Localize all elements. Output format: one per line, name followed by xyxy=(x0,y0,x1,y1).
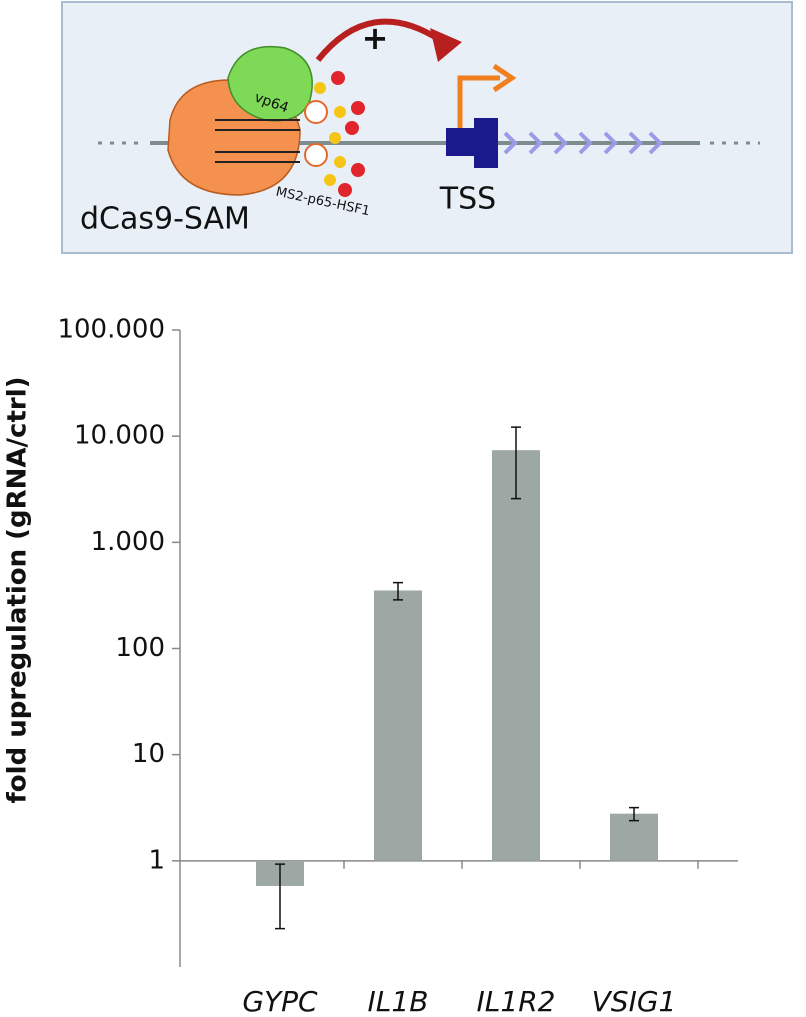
plus-label: + xyxy=(362,19,389,57)
tss-label: TSS xyxy=(439,182,496,217)
grna xyxy=(215,119,300,163)
hsf1 xyxy=(331,71,365,197)
bar xyxy=(492,450,540,861)
x-tick-label: IL1B xyxy=(368,985,429,1017)
arrow-head xyxy=(430,28,462,62)
bar xyxy=(374,590,422,861)
y-axis-title: fold upregulation (gRNA/ctrl) xyxy=(3,376,33,803)
error-bar xyxy=(629,806,639,822)
error-bar xyxy=(393,581,403,601)
y-tick-label: 10 xyxy=(132,739,165,769)
transcript xyxy=(503,131,663,155)
tss-box xyxy=(446,128,476,156)
dcas9-label: dCas9-SAM xyxy=(80,202,250,237)
tss-arrow-head xyxy=(492,63,517,93)
activation-arrow xyxy=(315,18,442,62)
ms2 xyxy=(304,143,328,167)
x-tick-label: GYPC xyxy=(242,985,318,1017)
y-tick-label: 100.000 xyxy=(57,315,165,345)
error-bar xyxy=(275,863,285,930)
y-tick-label: 100 xyxy=(115,633,165,663)
y-tick-label: 1 xyxy=(148,845,165,875)
x-tick-label: VSIG1 xyxy=(592,985,677,1017)
bar xyxy=(610,813,658,861)
p65 xyxy=(314,82,346,186)
y-tick-label: 1.000 xyxy=(91,527,165,557)
y-tick-label: 10.000 xyxy=(74,421,165,451)
error-bar xyxy=(511,426,521,500)
tss-box xyxy=(474,118,498,168)
tss-arrow xyxy=(457,75,500,128)
ms2 xyxy=(304,100,328,124)
diagram: + vp64 MS2-p65-HSF1 TSS dCas9-SAM xyxy=(61,1,793,254)
x-tick-label: IL1R2 xyxy=(477,985,556,1017)
vp64-domain xyxy=(227,45,313,122)
